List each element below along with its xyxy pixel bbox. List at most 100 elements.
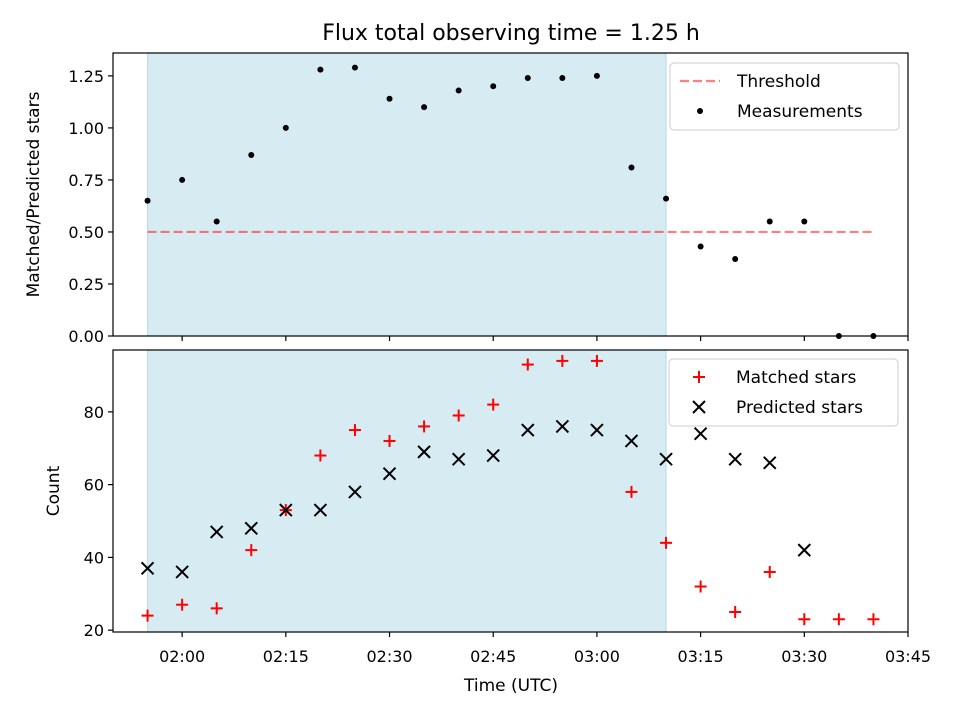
measurement-point	[455, 87, 462, 94]
legend: Threshold Measurements	[669, 62, 900, 131]
predicted-star-point	[451, 452, 466, 466]
measurement-point	[213, 218, 220, 225]
cross-b	[451, 452, 466, 466]
predicted-star-point	[763, 456, 777, 470]
predicted-star-point	[693, 426, 708, 441]
x-tick-label: 02:30	[366, 647, 412, 666]
measurement-point	[524, 74, 531, 81]
matched-star-point	[210, 602, 223, 615]
measurement-point	[179, 176, 186, 183]
legend-box	[668, 358, 899, 427]
series-plus	[141, 354, 880, 626]
cross-b	[382, 467, 397, 481]
matched-star-point	[590, 354, 603, 367]
axes-frame	[112, 52, 909, 337]
matched-star-point	[660, 536, 673, 549]
measurement-point	[766, 218, 773, 225]
cross-b	[175, 565, 189, 579]
predicted-star-point	[486, 448, 500, 463]
legend-label: Matched stars	[736, 368, 856, 388]
x-axis-label: Time (UTC)	[463, 676, 558, 696]
measurement-point	[559, 74, 566, 81]
observing-span-shade	[147, 349, 667, 633]
measurement-point	[386, 95, 393, 102]
legend: Matched stars Predicted stars	[668, 358, 899, 427]
legend-box	[669, 62, 900, 131]
matched-star-point	[521, 358, 534, 371]
measurement-point	[351, 64, 358, 71]
y-tick-label: 60	[84, 476, 104, 495]
measurement-point	[593, 72, 600, 79]
x-tick-label: 02:00	[159, 647, 205, 666]
cross-b	[140, 561, 155, 576]
y-tick-label: 80	[84, 403, 104, 422]
legend-label: Threshold	[736, 72, 821, 92]
cross-b	[555, 419, 570, 434]
measurement-point	[317, 66, 324, 73]
predicted-star-point	[348, 485, 362, 499]
cross-b	[279, 503, 293, 517]
matched-star-point	[418, 420, 431, 433]
measurement-point	[248, 151, 255, 158]
cross-b	[692, 400, 706, 414]
matched-star-point	[487, 398, 500, 411]
cross-b	[590, 423, 604, 437]
x-tick-label: 02:15	[263, 647, 309, 666]
predicted-star-point	[590, 423, 604, 437]
predicted-star-point	[209, 525, 224, 539]
predicted-star-point	[279, 503, 293, 517]
observing-span-shade	[147, 52, 667, 337]
y-tick-label: 0.75	[68, 171, 104, 190]
matched-star-point	[798, 613, 811, 626]
matched-star-point	[348, 424, 361, 437]
cross-b	[659, 452, 673, 466]
matched-star-point	[176, 598, 189, 611]
predicted-star-point	[175, 565, 189, 579]
legend-measurement-swatch	[697, 108, 703, 114]
matched-star-point	[452, 409, 465, 422]
y-tick-label: 1.00	[68, 119, 104, 138]
measurement-point	[663, 195, 670, 202]
bottom-panel: 20 40 60 80 02:00 02:15 02:30 02:45 03:00 03:15 03…	[44, 349, 931, 666]
matched-star-point	[556, 354, 569, 367]
cross-b	[763, 456, 777, 470]
matched-star-point	[694, 580, 707, 593]
y-axis-label: Count	[44, 465, 64, 516]
predicted-star-point	[797, 543, 812, 557]
measurement-point	[697, 243, 704, 250]
matched-star-point	[867, 613, 880, 626]
x-tick-label: 03:15	[678, 647, 724, 666]
legend-label: Predicted stars	[736, 398, 863, 418]
legend-predicted-swatch	[692, 400, 706, 414]
matched-star-point	[245, 544, 258, 557]
x-tick-label: 02:45	[470, 647, 516, 666]
cross-b	[693, 426, 708, 441]
cross-b	[313, 503, 328, 517]
measurement-point	[490, 83, 497, 90]
matched-star-point	[763, 565, 776, 578]
top-panel: 0.00 0.25 0.50 0.75 1.00 1.25 Matched/Predicte…	[24, 52, 909, 346]
predicted-star-point	[659, 452, 673, 466]
axes-frame	[112, 349, 909, 633]
x-tick-label: 03:00	[574, 647, 620, 666]
predicted-star-point	[382, 467, 397, 481]
cross-b	[244, 521, 258, 536]
measurement-point	[628, 164, 635, 171]
y-tick-label: 1.25	[68, 67, 104, 86]
series-dot	[144, 64, 877, 339]
x-tick-label: 03:45	[885, 647, 931, 666]
matched-star-point	[314, 449, 327, 462]
predicted-star-point	[624, 434, 639, 448]
predicted-star-point	[417, 445, 431, 459]
predicted-star-point	[140, 561, 155, 576]
cross-b	[797, 543, 812, 557]
predicted-star-point	[244, 521, 258, 536]
y-tick-label: 20	[84, 621, 104, 640]
chart-title: Flux total observing time = 1.25 h	[322, 21, 700, 46]
series-x	[140, 419, 812, 579]
predicted-star-point	[521, 423, 535, 437]
matched-star-point	[141, 609, 154, 622]
y-tick-label: 0.00	[68, 327, 104, 346]
matched-star-point	[625, 485, 638, 498]
